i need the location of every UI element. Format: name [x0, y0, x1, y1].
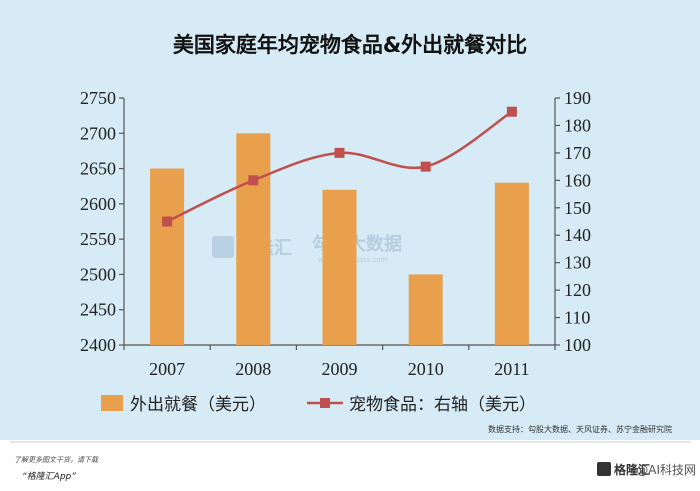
footer-line1: 了解更多图文干货，请下载: [14, 456, 99, 464]
y-right-tick-label: 120: [564, 280, 591, 300]
corner-tag: @AI科技网: [636, 463, 696, 477]
plot-area: 2400 2450 2500 2550 2600 2650 2700 2750 100 110 12…: [80, 88, 591, 379]
source-note: 数据支持：勾股大数据、天风证券、苏宁金融研究院: [488, 424, 672, 434]
chart-title: 美国家庭年均宠物食品&外出就餐对比: [173, 33, 527, 57]
legend-label-line: 宠物食品：右轴（美元）: [349, 395, 536, 415]
line-point: [420, 161, 431, 172]
bar: [494, 182, 529, 345]
legend-swatch-marker: [320, 398, 330, 408]
y-right-tick-label: 180: [564, 115, 591, 135]
y-right-tick-label: 190: [564, 88, 591, 108]
y-right-tick-label: 150: [564, 198, 591, 218]
watermark-logo-icon: [212, 236, 234, 258]
line-point: [248, 175, 259, 186]
y-right-tick-label: 160: [564, 170, 591, 190]
line-point: [162, 216, 173, 227]
y-left-tick-label: 2450: [80, 300, 116, 320]
y-left-tick-label: 2600: [80, 194, 116, 214]
y-left-tick-label: 2500: [80, 264, 116, 284]
y-right-tick-label: 170: [564, 143, 591, 163]
y-right-tick-label: 100: [564, 335, 591, 355]
legend: 外出就餐（美元） 宠物食品：右轴（美元）: [101, 395, 536, 415]
y-left-tick-label: 2750: [80, 88, 116, 108]
footer-app: “格隆汇App”: [22, 471, 76, 482]
bar: [322, 189, 357, 345]
y-left-tick-label: 2650: [80, 159, 116, 179]
brand-logo-icon: [597, 462, 611, 476]
legend-label-bar: 外出就餐（美元）: [130, 395, 266, 415]
x-tick-label: 2007: [149, 359, 185, 379]
y-right-tick-label: 110: [564, 308, 590, 328]
bar: [408, 274, 443, 345]
line-point: [506, 106, 517, 117]
bar: [150, 168, 185, 345]
line-point: [334, 147, 345, 158]
x-tick-label: 2008: [235, 359, 271, 379]
y-right-tick-label: 130: [564, 253, 591, 273]
y-left-tick-label: 2550: [80, 229, 116, 249]
bar: [236, 133, 271, 345]
brand-logo-text: 格隆汇: [614, 462, 650, 477]
y-left-tick-label: 2400: [80, 335, 116, 355]
y-left-tick-label: 2700: [80, 123, 116, 143]
x-tick-label: 2010: [408, 359, 444, 379]
x-tick-label: 2009: [322, 359, 358, 379]
y-right-tick-label: 140: [564, 225, 591, 245]
x-tick-label: 2011: [494, 359, 529, 379]
legend-swatch-bar: [101, 395, 123, 411]
